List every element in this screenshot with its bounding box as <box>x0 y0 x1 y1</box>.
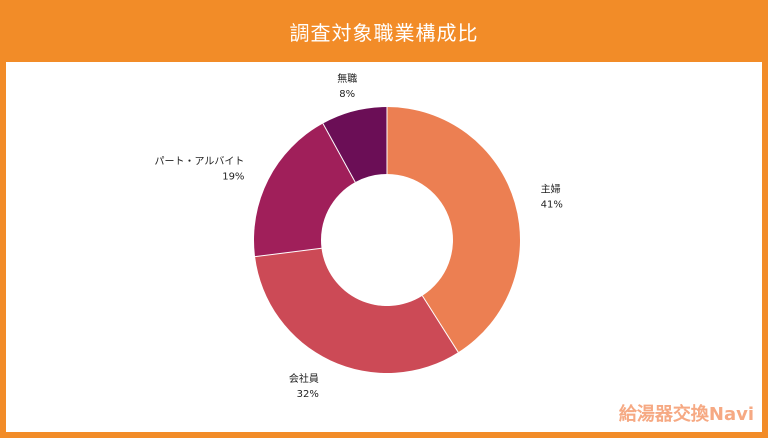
brand-logo: 給湯器交換Navi <box>618 404 754 425</box>
slice-value-label: 41% <box>541 199 563 210</box>
slice-category-label: パート・アルバイト <box>155 155 245 167</box>
slice-separator <box>322 123 356 183</box>
donut-slice-1 <box>387 107 520 353</box>
slice-separator <box>421 295 459 353</box>
donut-slice-4 <box>322 107 387 183</box>
donut-slice-2 <box>255 248 459 373</box>
slice-value-label: 19% <box>222 171 244 182</box>
slice-category-label: 会社員 <box>289 372 319 385</box>
slice-value-label: 8% <box>339 89 355 100</box>
slice-separator <box>254 247 322 258</box>
donut-slice-3 <box>254 123 356 257</box>
chart-title: 調査対象職業構成比 <box>289 20 479 45</box>
slice-category-label: 無職 <box>337 72 357 85</box>
slice-category-label: 主婦 <box>541 183 561 195</box>
slice-value-label: 32% <box>297 389 319 400</box>
